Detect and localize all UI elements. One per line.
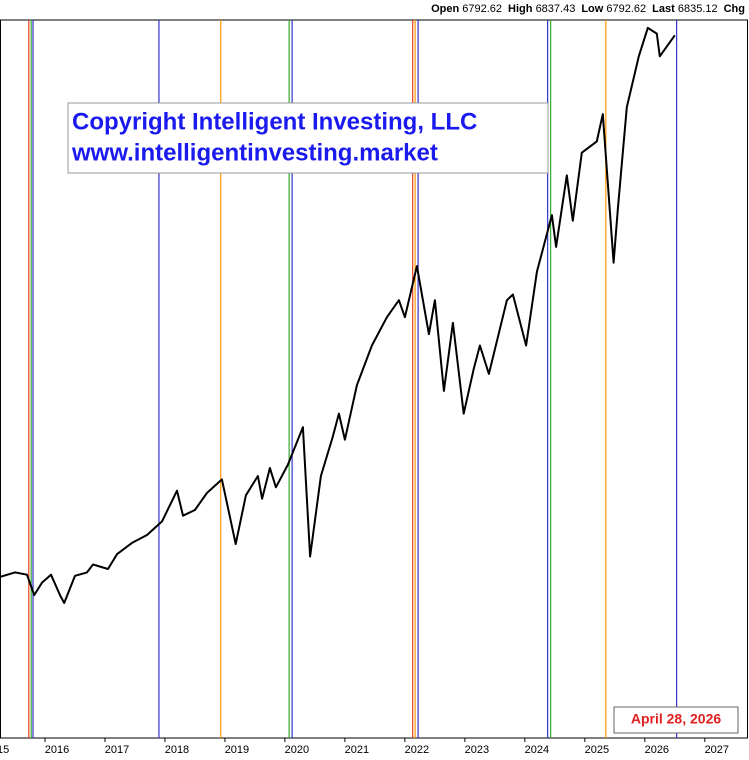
x-tick-label: 2023	[465, 744, 489, 756]
x-tick-label: 2022	[405, 744, 429, 756]
x-tick-label: 2015	[0, 744, 9, 756]
x-tick-label: 2018	[165, 744, 189, 756]
quote-label: Chg	[723, 3, 745, 15]
x-tick-label: 2025	[585, 744, 609, 756]
copyright-text: www.intelligentinvesting.market	[71, 139, 438, 166]
x-tick-label: 2020	[285, 744, 309, 756]
date-box	[613, 706, 739, 734]
x-tick-label: 2027	[705, 744, 729, 756]
x-tick-label: 2016	[45, 744, 69, 756]
quote-value: 6835.12	[677, 3, 718, 15]
copyright-text: Copyright Intelligent Investing, LLC	[72, 108, 477, 135]
x-tick-label: 2019	[225, 744, 249, 756]
quote-value: 6792.62	[462, 3, 503, 15]
price-line	[0, 26, 676, 604]
x-tick-label: 2021	[345, 744, 369, 756]
quote-header: Open 6792.62 High 6837.43 Low 6792.62 Last …	[425, 3, 745, 15]
quote-label: High	[508, 3, 533, 15]
quote-value: 6837.43	[535, 3, 576, 15]
x-tick-label: 2024	[525, 744, 549, 756]
x-tick-label: 2026	[645, 744, 669, 756]
copyright-box	[67, 102, 549, 174]
quote-label: Low	[581, 3, 604, 15]
x-tick-label: 2017	[105, 744, 129, 756]
quote-value: 6792.62	[606, 3, 647, 15]
quote-label: Last	[652, 3, 675, 15]
quote-label: Open	[431, 3, 460, 15]
date-label: April 28, 2026	[631, 711, 721, 727]
